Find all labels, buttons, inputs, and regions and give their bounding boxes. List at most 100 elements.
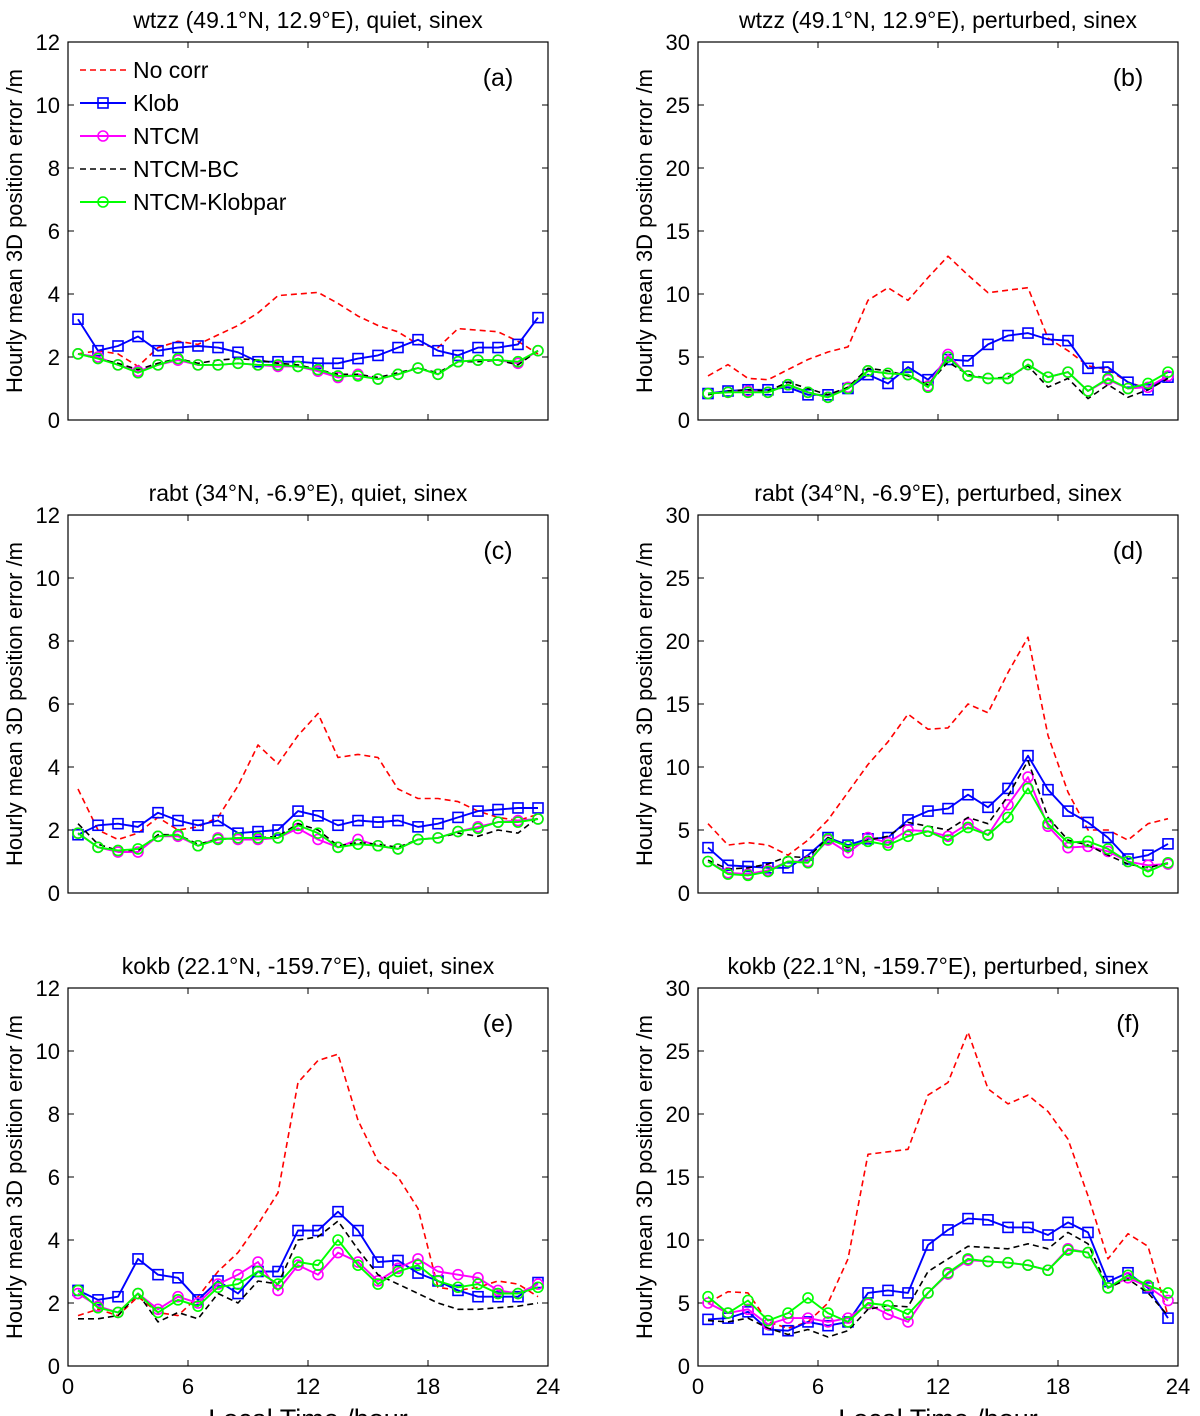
data-point	[512, 802, 524, 814]
data-point	[152, 359, 164, 371]
y-tick-label: 10	[666, 282, 690, 307]
series-group	[72, 712, 544, 858]
data-point	[132, 846, 144, 858]
data-point	[1002, 372, 1014, 385]
panel-title: rabt (34°N, -6.9°E), perturbed, sinex	[754, 480, 1122, 506]
series-line-ntcm-bc	[707, 1231, 1169, 1338]
y-tick-label: 25	[666, 566, 690, 591]
data-point	[292, 1224, 304, 1237]
data-point	[92, 819, 104, 832]
y-tick-label: 4	[48, 755, 60, 780]
data-point	[132, 1253, 144, 1265]
data-point	[352, 1256, 364, 1268]
y-tick-label: 15	[666, 1165, 690, 1190]
chart-panel-f: kokb (22.1°N, -159.7°E), perturbed, sine…	[632, 953, 1190, 1416]
data-point	[372, 1256, 384, 1268]
data-point	[822, 833, 834, 845]
data-point	[232, 346, 244, 359]
y-tick-label: 10	[36, 93, 60, 118]
data-point	[1162, 1294, 1174, 1307]
data-point	[452, 349, 464, 362]
data-point	[292, 1256, 304, 1268]
data-point	[472, 1290, 484, 1303]
data-point	[962, 1212, 974, 1225]
series-group	[72, 291, 544, 385]
data-point	[392, 843, 404, 855]
data-point	[172, 1290, 184, 1303]
data-point	[822, 1307, 834, 1319]
data-point	[252, 832, 264, 844]
data-point	[312, 827, 324, 839]
x-tick-label: 18	[1046, 1374, 1070, 1399]
y-tick-label: 5	[678, 818, 690, 843]
data-point	[1122, 1269, 1134, 1282]
data-point	[452, 825, 464, 838]
data-point	[882, 1299, 894, 1312]
data-point	[132, 330, 144, 343]
data-point	[702, 387, 714, 400]
data-point	[742, 860, 754, 873]
data-point	[902, 368, 914, 381]
data-point	[452, 1284, 464, 1297]
data-point	[1122, 855, 1134, 868]
data-point	[392, 814, 404, 827]
data-point	[472, 1278, 484, 1290]
x-tick-label: 12	[296, 1374, 320, 1399]
data-point	[922, 805, 934, 817]
legend-label: Klob	[133, 90, 179, 116]
data-point	[1042, 783, 1054, 796]
y-tick-label: 0	[678, 881, 690, 906]
data-point	[902, 361, 914, 373]
data-point	[112, 844, 124, 857]
y-tick-label: 2	[48, 818, 60, 843]
data-point	[152, 806, 164, 819]
data-point	[172, 828, 184, 841]
data-point	[72, 827, 84, 839]
y-tick-label: 30	[666, 976, 690, 1001]
data-point	[1062, 366, 1074, 378]
data-point	[132, 821, 144, 833]
data-point	[472, 341, 484, 354]
data-point	[152, 1306, 164, 1319]
data-point	[112, 817, 124, 830]
panel-label: (c)	[483, 537, 512, 565]
data-point	[722, 1307, 734, 1319]
data-point	[412, 362, 424, 374]
plot-frame	[67, 41, 549, 421]
data-point	[982, 338, 994, 351]
data-point	[372, 816, 384, 828]
data-point	[702, 855, 714, 868]
data-point	[1022, 1221, 1034, 1234]
data-point	[352, 1224, 364, 1237]
panel-label: (d)	[1113, 537, 1144, 565]
data-point	[272, 1278, 284, 1290]
data-point	[72, 348, 84, 360]
legend-label: NTCM-Klobpar	[133, 189, 287, 215]
data-point	[392, 368, 404, 381]
data-point	[92, 841, 104, 854]
data-point	[982, 801, 994, 814]
series-line-klob	[77, 807, 538, 836]
data-point	[492, 341, 504, 354]
data-point	[1122, 376, 1134, 389]
data-point	[722, 859, 734, 872]
data-point	[152, 830, 164, 843]
data-point	[882, 1284, 894, 1297]
data-point	[1162, 838, 1174, 850]
data-point	[252, 359, 264, 371]
series-line-ntcm-bc	[78, 1220, 539, 1323]
data-point	[332, 370, 344, 382]
y-tick-label: 0	[678, 1354, 690, 1379]
series-line-ntcm-klobpar	[77, 349, 539, 381]
data-point	[882, 1308, 894, 1321]
x-tick-label: 18	[416, 1374, 440, 1399]
data-point	[1102, 831, 1114, 844]
panel-label: (f)	[1116, 1010, 1140, 1038]
data-point	[962, 1253, 974, 1265]
data-point	[962, 354, 974, 367]
data-point	[1162, 856, 1174, 869]
series-line-no-corr	[707, 636, 1169, 857]
data-point	[1082, 362, 1094, 375]
data-point	[822, 1319, 834, 1332]
data-point	[1002, 798, 1014, 811]
